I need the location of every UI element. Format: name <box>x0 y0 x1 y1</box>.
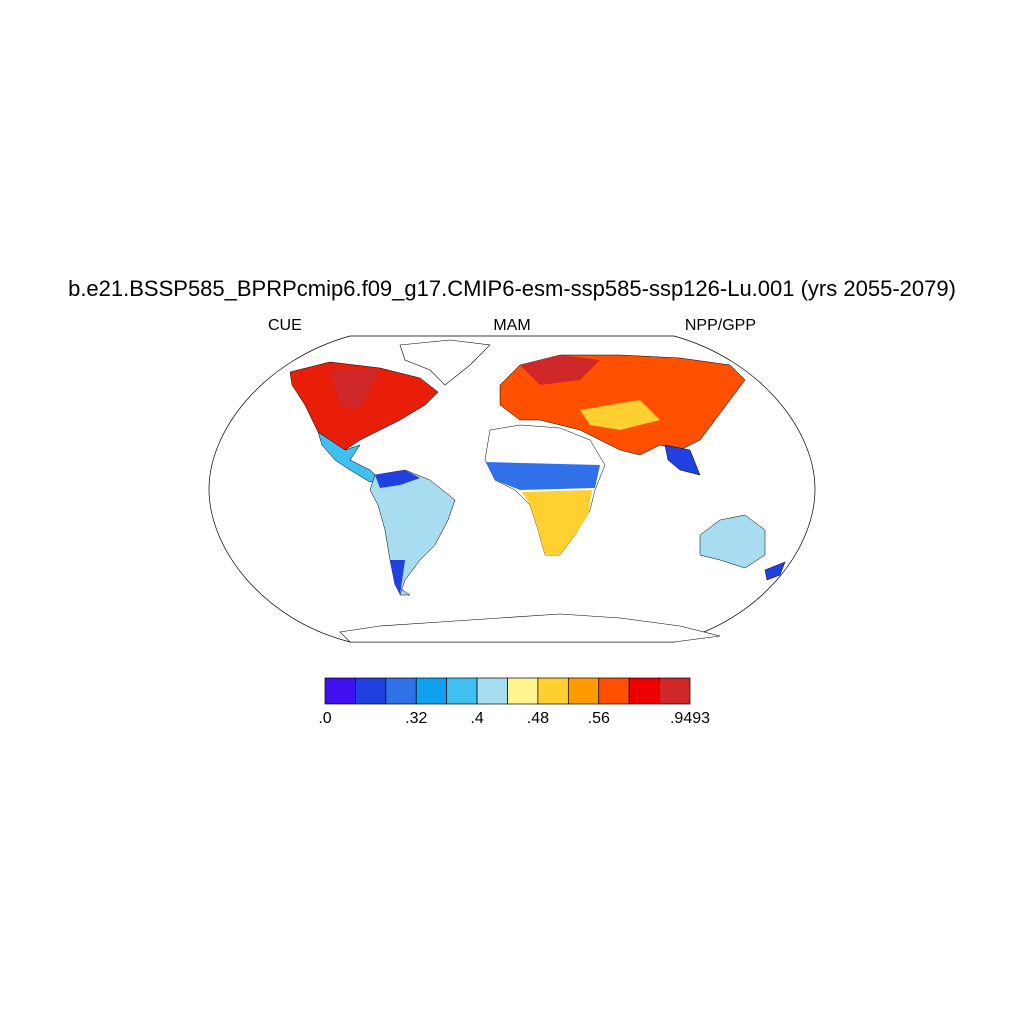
colorbar-label: .4 <box>470 710 483 727</box>
colorbar-label: .48 <box>527 710 549 727</box>
left-label: CUE <box>268 317 302 334</box>
colorbar-label: .9493 <box>670 710 710 727</box>
colorbar-box <box>598 677 630 705</box>
colorbar-box <box>659 677 691 705</box>
colorbar-label: .56 <box>588 710 610 727</box>
colorbar-box <box>628 677 660 705</box>
colorbar-box <box>537 677 569 705</box>
land <box>390 560 405 595</box>
colorbar-box <box>567 677 600 705</box>
colorbar-label: .0 <box>318 710 331 727</box>
land <box>330 370 380 410</box>
colorbar-label: .32 <box>405 710 427 727</box>
colorbar-box <box>385 677 417 705</box>
land <box>580 400 660 430</box>
colorbar-box <box>476 677 508 705</box>
colorbar-box <box>507 677 539 705</box>
colorbar: .0 .32 .4 .48 .56 .9493 <box>318 677 710 727</box>
right-label: NPP/GPP <box>685 317 756 334</box>
colorbar-box <box>324 677 356 705</box>
colorbar-box <box>355 677 387 705</box>
land <box>764 561 786 581</box>
land <box>520 355 600 385</box>
land <box>699 514 766 569</box>
colorbar-box <box>415 677 448 705</box>
land <box>664 444 701 476</box>
title: b.e21.BSSP585_BPRPcmip6.f09_g17.CMIP6-es… <box>68 276 956 301</box>
land <box>339 613 721 643</box>
land <box>522 490 592 555</box>
center-label: MAM <box>493 317 530 334</box>
map <box>208 335 816 643</box>
land <box>289 361 439 451</box>
land <box>375 470 420 488</box>
colorbar-box <box>446 677 478 705</box>
land <box>486 462 600 490</box>
land <box>399 339 491 386</box>
